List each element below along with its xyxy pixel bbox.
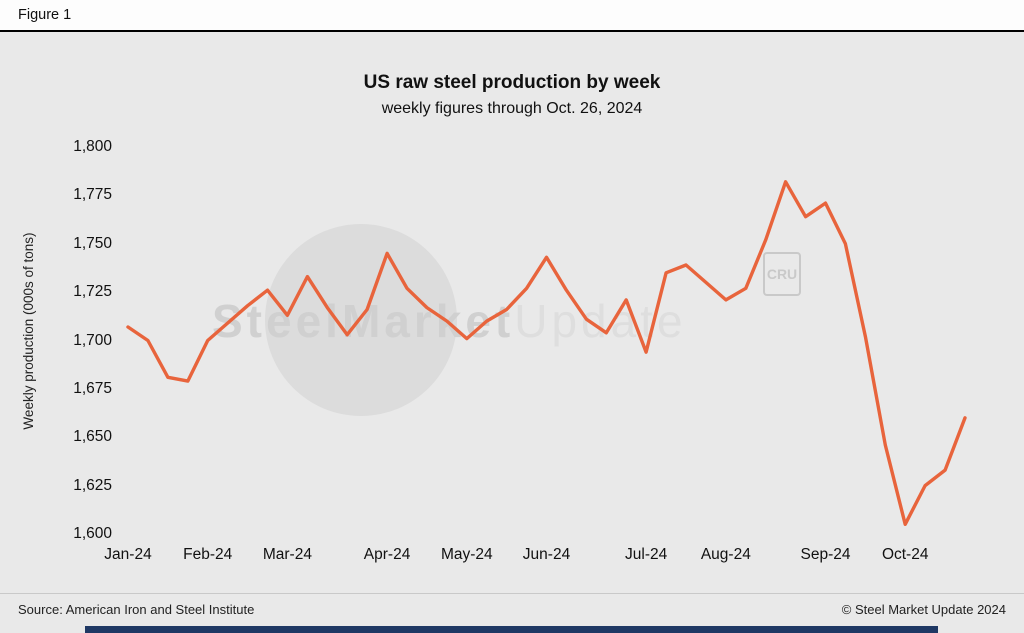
- x-tick-label: Jul-24: [625, 546, 668, 563]
- y-tick-label: 1,775: [73, 186, 112, 204]
- y-tick-label: 1,600: [73, 525, 112, 542]
- x-tick-label: Mar-24: [262, 546, 312, 563]
- header-rule: [0, 30, 1024, 32]
- footer-copyright: © Steel Market Update 2024: [841, 602, 1006, 617]
- production-line: [126, 180, 967, 526]
- x-tick-label: Aug-24: [700, 546, 751, 563]
- x-tick-label: Jan-24: [104, 546, 152, 563]
- x-tick-label: Sep-24: [800, 546, 851, 563]
- y-tick-label: 1,625: [73, 476, 112, 494]
- watermark-text: SteelMarketUpdate: [212, 296, 687, 346]
- x-tick-label: May-24: [440, 546, 493, 563]
- y-tick-label: 1,700: [73, 331, 112, 349]
- y-tick-label: 1,650: [73, 428, 112, 446]
- y-tick-label: 1,800: [73, 138, 112, 155]
- chart-subtitle: weekly figures through Oct. 26, 2024: [381, 100, 643, 117]
- header-strip: [0, 0, 1024, 30]
- figure-label: Figure 1: [18, 7, 72, 23]
- chart-title: US raw steel production by week: [363, 72, 661, 93]
- y-tick-label: 1,675: [73, 379, 112, 397]
- footer-rule: [0, 593, 1024, 594]
- footer-source: Source: American Iron and Steel Institut…: [18, 602, 255, 617]
- y-tick-label: 1,725: [73, 283, 112, 301]
- x-tick-label: Apr-24: [363, 546, 411, 563]
- x-tick-label: Jun-24: [522, 546, 571, 563]
- watermark-globe: [265, 224, 457, 416]
- x-tick-label: Oct-24: [881, 546, 929, 563]
- x-tick-label: Feb-24: [183, 546, 233, 563]
- cru-logo: CRU: [763, 252, 801, 296]
- cru-logo-text: CRU: [766, 266, 798, 282]
- bottom-scrollbar: [85, 626, 938, 633]
- watermark-primary: SteelMarket: [212, 295, 515, 347]
- y-tick-label: 1,750: [73, 234, 112, 252]
